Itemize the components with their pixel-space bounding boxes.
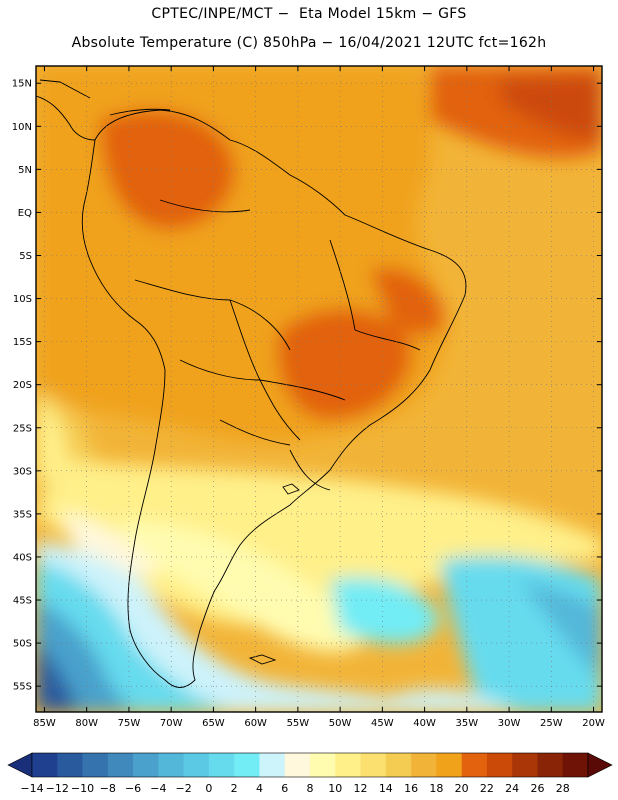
lon-label: 30W (498, 718, 521, 729)
colorbar-label: 28 (556, 782, 570, 795)
colorbar: −14 −12 −10 −8 −6 −4 −2 0 2 4 6 8 10 12 14 16 18 20 22 24 26… (7, 752, 613, 795)
colorbar-swatch (461, 753, 488, 777)
lon-label: 85W (33, 718, 56, 729)
lon-label: 45W (371, 718, 394, 729)
map-frame (35, 65, 603, 713)
colorbar-swatch (82, 753, 109, 777)
colorbar-swatch (360, 753, 387, 777)
colorbar-label: −2 (176, 782, 192, 795)
lat-label: 40S (13, 552, 32, 563)
lat-label: 10S (13, 294, 32, 305)
colorbar-swatch (562, 753, 589, 777)
lon-label: 40W (413, 718, 436, 729)
colorbar-swatch (284, 753, 311, 777)
lon-label: 35W (456, 718, 479, 729)
lon-label: 70W (160, 718, 183, 729)
lon-label: 55W (287, 718, 310, 729)
colorbar-label: 20 (455, 782, 469, 795)
colorbar-swatch (208, 753, 235, 777)
lat-label: 50S (13, 639, 32, 650)
lat-label: 30S (13, 466, 32, 477)
colorbar-label: 12 (354, 782, 368, 795)
colorbar-label: 6 (281, 782, 288, 795)
lat-label: 20S (13, 380, 32, 391)
latitude-axis: 15N 10N 5N EQ 5S 10S 15S 20S 25S 30S 35S 40S 45S 50S 5… (12, 79, 602, 693)
lon-label: 60W (244, 718, 267, 729)
colorbar-label: 26 (530, 782, 544, 795)
temperature-field (36, 66, 602, 712)
lat-label: 55S (13, 682, 32, 693)
colorbar-swatch (411, 753, 437, 777)
lat-label: 10N (12, 122, 32, 133)
colorbar-label: 18 (429, 782, 443, 795)
longitude-axis: 85W 80W 75W 70W 65W 60W 55W 50W 45W 40W 35W 30W 25W 2… (33, 66, 605, 729)
colorbar-swatch (183, 753, 210, 777)
colorbar-label: −14 (20, 782, 43, 795)
colorbar-swatch (133, 753, 159, 777)
lon-label: 80W (75, 718, 98, 729)
lon-label: 20W (582, 718, 605, 729)
colorbar-label: 0 (205, 782, 212, 795)
lat-label: 15S (13, 337, 32, 348)
colorbar-swatch (537, 753, 564, 777)
lat-label: EQ (18, 208, 32, 219)
colorbar-swatch (234, 753, 260, 777)
colorbar-swatch (158, 753, 184, 777)
colorbar-label: 22 (480, 782, 494, 795)
lon-label: 25W (540, 718, 563, 729)
chart-title: CPTEC/INPE/MCT − Eta Model 15km − GFS (151, 6, 467, 22)
colorbar-label: −8 (100, 782, 116, 795)
colorbar-label: 10 (328, 782, 342, 795)
colorbar-label: 24 (505, 782, 519, 795)
lat-label: 5S (19, 251, 32, 262)
chart-subtitle: Absolute Temperature (C) 850hPa − 16/04/… (71, 35, 547, 51)
colorbar-swatch (486, 753, 513, 777)
lat-label: 5N (18, 165, 32, 176)
colorbar-swatch (436, 753, 462, 777)
colorbar-label: 14 (379, 782, 393, 795)
colorbar-swatch (32, 753, 58, 777)
lat-label: 25S (13, 423, 32, 434)
colorbar-label: −4 (150, 782, 166, 795)
colorbar-label: 4 (256, 782, 263, 795)
colorbar-swatch (335, 753, 361, 777)
lon-label: 75W (118, 718, 141, 729)
colorbar-label: 2 (231, 782, 238, 795)
lat-label: 15N (12, 79, 32, 90)
colorbar-label: −10 (71, 782, 94, 795)
colorbar-label: 8 (307, 782, 314, 795)
colorbar-label: 16 (404, 782, 418, 795)
colorbar-left-arrow (7, 752, 33, 778)
colorbar-label: −6 (125, 782, 141, 795)
colorbar-swatch (107, 753, 134, 777)
colorbar-label: −12 (46, 782, 69, 795)
colorbar-right-arrow (587, 752, 613, 778)
country-borders (36, 79, 467, 688)
lat-label: 45S (13, 596, 32, 607)
colorbar-swatch (310, 753, 336, 777)
colorbar-swatch (512, 753, 538, 777)
colorbar-swatch (57, 753, 83, 777)
lat-label: 35S (13, 509, 32, 520)
lon-label: 65W (202, 718, 225, 729)
colorbar-swatch (259, 753, 286, 777)
lon-label: 50W (329, 718, 352, 729)
colorbar-swatch (385, 753, 412, 777)
